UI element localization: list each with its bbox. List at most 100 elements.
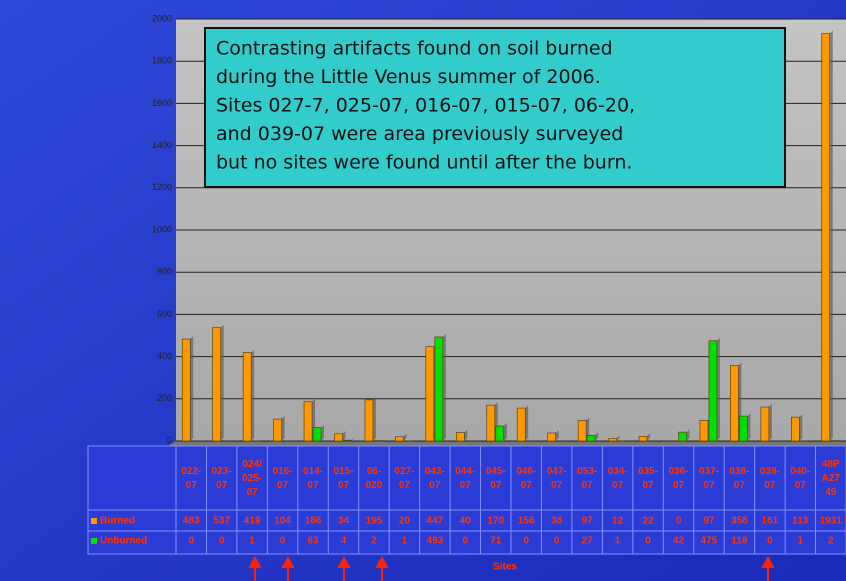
bar xyxy=(821,33,831,442)
x-tick-label: 039-07 xyxy=(760,466,780,491)
bar xyxy=(425,346,435,442)
annotation: Sites 027-7, 025-07, 016-07, 015-07, 06-… xyxy=(216,95,635,117)
y-tick-label: 1000 xyxy=(152,224,172,234)
bar xyxy=(708,340,718,442)
x-tick-label: 047-07 xyxy=(547,466,567,491)
x-tick-label: 014-07 xyxy=(303,466,323,491)
table-value: 419 xyxy=(244,516,261,527)
bar xyxy=(486,404,496,442)
bar xyxy=(312,427,322,442)
table-value: 0 xyxy=(554,536,560,547)
table-value: 1 xyxy=(249,536,255,547)
y-tick-label: 400 xyxy=(157,351,172,361)
table-value: 0 xyxy=(767,536,773,547)
bar xyxy=(364,399,374,442)
table-value: 71 xyxy=(490,536,502,547)
bar-side xyxy=(372,396,376,441)
x-tick-label: 036-07 xyxy=(668,466,688,491)
x-tick-label: 022-07 xyxy=(181,466,201,491)
y-tick-label: 1200 xyxy=(152,182,172,192)
y-tick-label: 600 xyxy=(157,309,172,319)
bar-side xyxy=(220,324,224,441)
bar-side xyxy=(442,333,446,441)
table-value: 104 xyxy=(274,516,291,527)
table-value: 358 xyxy=(731,516,748,527)
x-tick-label: 044-07 xyxy=(455,466,475,491)
table-value: 40 xyxy=(460,516,472,527)
table-value: 1931 xyxy=(820,516,843,527)
bar-side xyxy=(251,349,255,441)
bar-side xyxy=(464,429,468,441)
table-value: 34 xyxy=(338,516,350,527)
table-value: 0 xyxy=(463,536,469,547)
table-value: 2 xyxy=(828,536,834,547)
bar xyxy=(242,352,252,442)
bar-side xyxy=(321,424,325,441)
table-value: 475 xyxy=(701,536,718,547)
table-value: 493 xyxy=(427,536,444,547)
bar xyxy=(638,436,648,442)
bar xyxy=(303,401,313,442)
bar-side xyxy=(808,437,812,441)
table-value: 27 xyxy=(582,536,594,547)
bar xyxy=(434,336,444,442)
bar-side xyxy=(381,437,385,441)
x-axis-label: Sites xyxy=(493,562,517,573)
table-value: 156 xyxy=(518,516,535,527)
x-tick-label: 034-07 xyxy=(608,466,628,491)
bar xyxy=(791,416,800,442)
table-value: 4 xyxy=(341,536,347,547)
bar xyxy=(343,439,352,442)
table-value: 483 xyxy=(183,516,200,527)
x-tick-label: 045-07 xyxy=(486,466,506,491)
y-tick-label: 0 xyxy=(167,435,172,445)
bar-side xyxy=(503,423,507,441)
table-value: 97 xyxy=(703,516,715,527)
arrows xyxy=(248,555,775,581)
bar-side xyxy=(555,429,559,441)
bar xyxy=(699,420,709,442)
legend-label: Unburned xyxy=(100,536,147,547)
x-tick-label: 040-07 xyxy=(790,466,810,491)
table-value: 0 xyxy=(219,536,225,547)
bar-side xyxy=(838,437,842,441)
bar xyxy=(456,432,465,442)
bar-side xyxy=(799,414,803,441)
x-tick-label: 015-07 xyxy=(333,466,353,491)
annotation: during the Little Venus summer of 2006. xyxy=(216,66,601,88)
bar xyxy=(395,436,404,442)
x-tick-label: 016-07 xyxy=(273,466,293,491)
bar-side xyxy=(686,429,690,441)
bar-side xyxy=(747,413,751,441)
table-value: 22 xyxy=(642,516,654,527)
bar-side xyxy=(525,405,529,441)
bar-side xyxy=(647,433,651,441)
table-value: 1 xyxy=(615,536,621,547)
table-value: 0 xyxy=(280,536,286,547)
legend-label: Burned xyxy=(100,516,135,527)
bar-side xyxy=(281,416,285,441)
bar-side xyxy=(351,437,355,441)
table-value: 38 xyxy=(551,516,563,527)
legend-swatch xyxy=(91,538,97,544)
x-tick-label: 038-07 xyxy=(729,466,749,491)
y-tick-label: 200 xyxy=(157,393,172,403)
table-value: 161 xyxy=(762,516,779,527)
bar xyxy=(739,415,748,442)
bar xyxy=(608,438,617,442)
bar-side xyxy=(403,433,407,441)
x-tick-label: 027-07 xyxy=(394,466,414,491)
bar-side xyxy=(768,404,772,441)
bar-side xyxy=(190,336,194,441)
table-value: 1 xyxy=(402,536,408,547)
table-value: 0 xyxy=(676,516,682,527)
y-tick-label: 1600 xyxy=(152,98,172,108)
bar xyxy=(547,432,556,442)
table-value: 63 xyxy=(307,536,319,547)
bar xyxy=(678,431,687,442)
table-value: 0 xyxy=(188,536,194,547)
table-value: 12 xyxy=(612,516,624,527)
annotation: but no sites were found until after the … xyxy=(216,152,632,174)
bar-side xyxy=(412,437,416,441)
